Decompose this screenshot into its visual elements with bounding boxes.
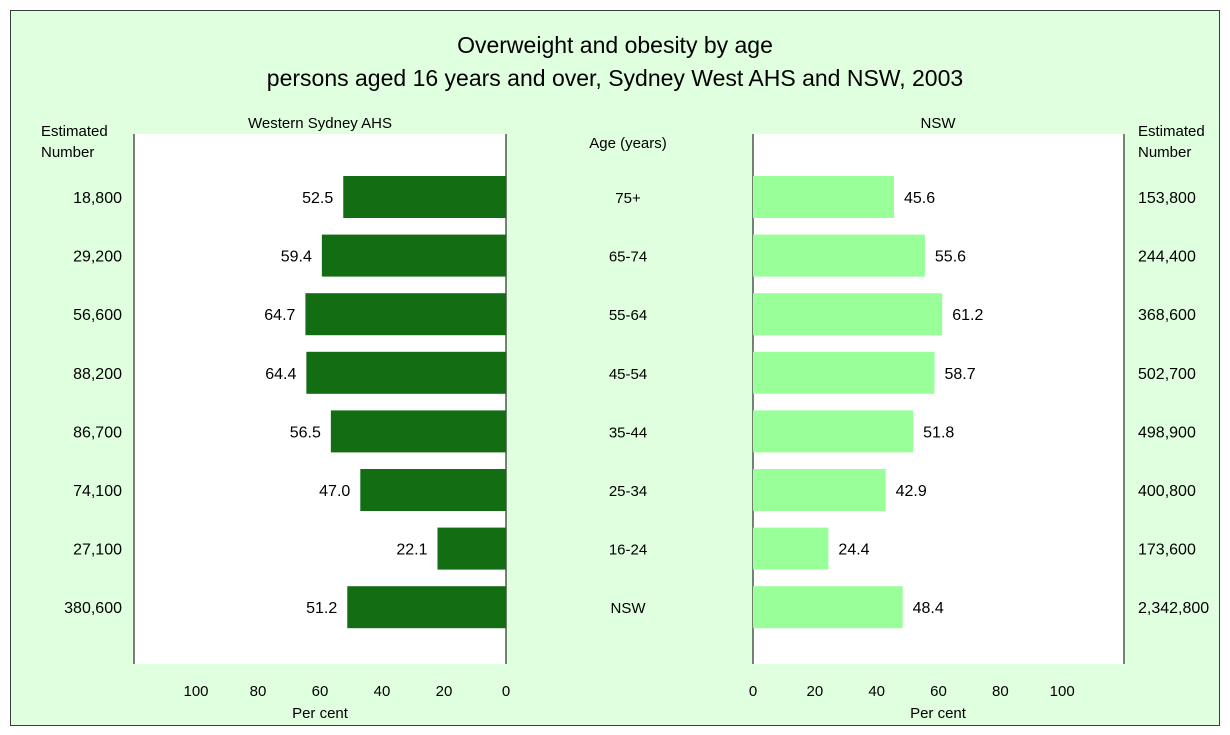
value-label-panel-1-3: 58.7 <box>944 366 975 383</box>
value-label-panel-0-1: 59.4 <box>281 249 312 266</box>
estimated-number-panel-1-3: 502,700 <box>1138 366 1196 383</box>
estimated-number-panel-1-5: 400,800 <box>1138 483 1196 500</box>
bar-panel-0-1624 <box>437 527 506 570</box>
bar-panel-1-3544 <box>753 410 914 453</box>
value-label-panel-0-4: 56.5 <box>290 424 321 441</box>
bar-panel-1-NSW <box>753 586 903 629</box>
category-label-7: NSW <box>611 600 647 617</box>
panel-0-xlabel: Per cent <box>292 705 349 722</box>
tick-label-panel-1-0: 0 <box>749 683 757 700</box>
category-label-5: 25-34 <box>609 483 647 500</box>
tick-label-panel-0-40: 40 <box>374 683 391 700</box>
estimated-label-left-line2: Number <box>41 144 94 161</box>
bar-panel-0-4554 <box>306 351 506 394</box>
center-header: Age (years) <box>589 135 667 152</box>
estimated-number-panel-0-3: 88,200 <box>73 366 122 383</box>
estimated-number-panel-1-6: 173,600 <box>1138 542 1196 559</box>
panel-1-plot-area <box>753 134 1124 664</box>
value-label-panel-1-4: 51.8 <box>923 424 954 441</box>
estimated-number-panel-0-6: 27,100 <box>73 542 122 559</box>
estimated-number-panel-0-5: 74,100 <box>73 483 122 500</box>
value-label-panel-1-2: 61.2 <box>952 307 983 324</box>
estimated-number-panel-1-7: 2,342,800 <box>1138 600 1209 617</box>
bar-panel-1-6574 <box>753 234 925 277</box>
tick-label-panel-0-60: 60 <box>312 683 329 700</box>
value-label-panel-1-6: 24.4 <box>838 542 869 559</box>
value-label-panel-0-0: 52.5 <box>302 190 333 207</box>
value-label-panel-1-7: 48.4 <box>913 600 944 617</box>
tick-label-panel-0-100: 100 <box>183 683 208 700</box>
estimated-label-right-line2: Number <box>1138 144 1191 161</box>
category-label-4: 35-44 <box>609 424 647 441</box>
bar-panel-1-5564 <box>753 293 943 336</box>
estimated-number-panel-1-4: 498,900 <box>1138 424 1196 441</box>
bar-panel-0-NSW <box>347 586 506 629</box>
estimated-label-right-line1: Estimated <box>1138 123 1205 140</box>
bar-panel-0-2534 <box>360 469 506 511</box>
value-label-panel-0-2: 64.7 <box>264 307 295 324</box>
value-label-panel-0-3: 64.4 <box>265 366 296 383</box>
chart-frame: Overweight and obesity by age persons ag… <box>10 10 1220 726</box>
chart-title: Overweight and obesity by age <box>457 32 773 58</box>
tick-label-panel-1-60: 60 <box>930 683 947 700</box>
bar-panel-1-4554 <box>753 351 935 394</box>
bar-panel-1-1624 <box>753 527 829 570</box>
bar-panel-0-5564 <box>305 293 506 336</box>
estimated-number-panel-1-1: 244,400 <box>1138 249 1196 266</box>
tick-label-panel-1-20: 20 <box>806 683 823 700</box>
panel-0-plot-area <box>134 134 506 664</box>
bar-panel-0-3544 <box>330 410 506 453</box>
category-label-3: 45-54 <box>609 366 647 383</box>
category-label-2: 55-64 <box>609 307 647 324</box>
estimated-number-panel-0-1: 29,200 <box>73 249 122 266</box>
category-label-0: 75+ <box>615 190 641 207</box>
tick-label-panel-1-40: 40 <box>868 683 885 700</box>
estimated-number-panel-1-2: 368,600 <box>1138 307 1196 324</box>
estimated-number-panel-0-7: 380,600 <box>64 600 122 617</box>
value-label-panel-1-1: 55.6 <box>935 249 966 266</box>
chart-marks: Western Sydney AHS 52.5 18,800 59.4 29,200 64… <box>64 115 1209 722</box>
value-label-panel-0-6: 22.1 <box>396 542 427 559</box>
tick-label-panel-0-80: 80 <box>250 683 267 700</box>
estimated-number-panel-0-4: 86,700 <box>73 424 122 441</box>
bar-panel-0-75 <box>343 176 506 218</box>
estimated-number-panel-1-0: 153,800 <box>1138 190 1196 207</box>
panel-1-xlabel: Per cent <box>910 705 967 722</box>
estimated-number-panel-0-2: 56,600 <box>73 307 122 324</box>
value-label-panel-1-5: 42.9 <box>896 483 927 500</box>
estimated-number-panel-0-0: 18,800 <box>73 190 122 207</box>
chart-subtitle: persons aged 16 years and over, Sydney W… <box>267 65 963 91</box>
panel-1-title: NSW <box>921 115 957 132</box>
value-label-panel-0-5: 47.0 <box>319 483 350 500</box>
tick-label-panel-0-0: 0 <box>502 683 510 700</box>
bar-panel-1-2534 <box>753 469 886 511</box>
estimated-label-left-line1: Estimated <box>41 123 108 140</box>
bar-panel-1-75 <box>753 176 894 218</box>
category-label-1: 65-74 <box>609 249 647 266</box>
panel-0-title: Western Sydney AHS <box>248 115 392 132</box>
chart-svg: Overweight and obesity by age persons ag… <box>11 11 1219 725</box>
tick-label-panel-1-100: 100 <box>1050 683 1075 700</box>
category-label-6: 16-24 <box>609 542 647 559</box>
tick-label-panel-0-20: 20 <box>436 683 453 700</box>
tick-label-panel-1-80: 80 <box>992 683 1009 700</box>
value-label-panel-0-7: 51.2 <box>306 600 337 617</box>
value-label-panel-1-0: 45.6 <box>904 190 935 207</box>
bar-panel-0-6574 <box>321 234 506 277</box>
